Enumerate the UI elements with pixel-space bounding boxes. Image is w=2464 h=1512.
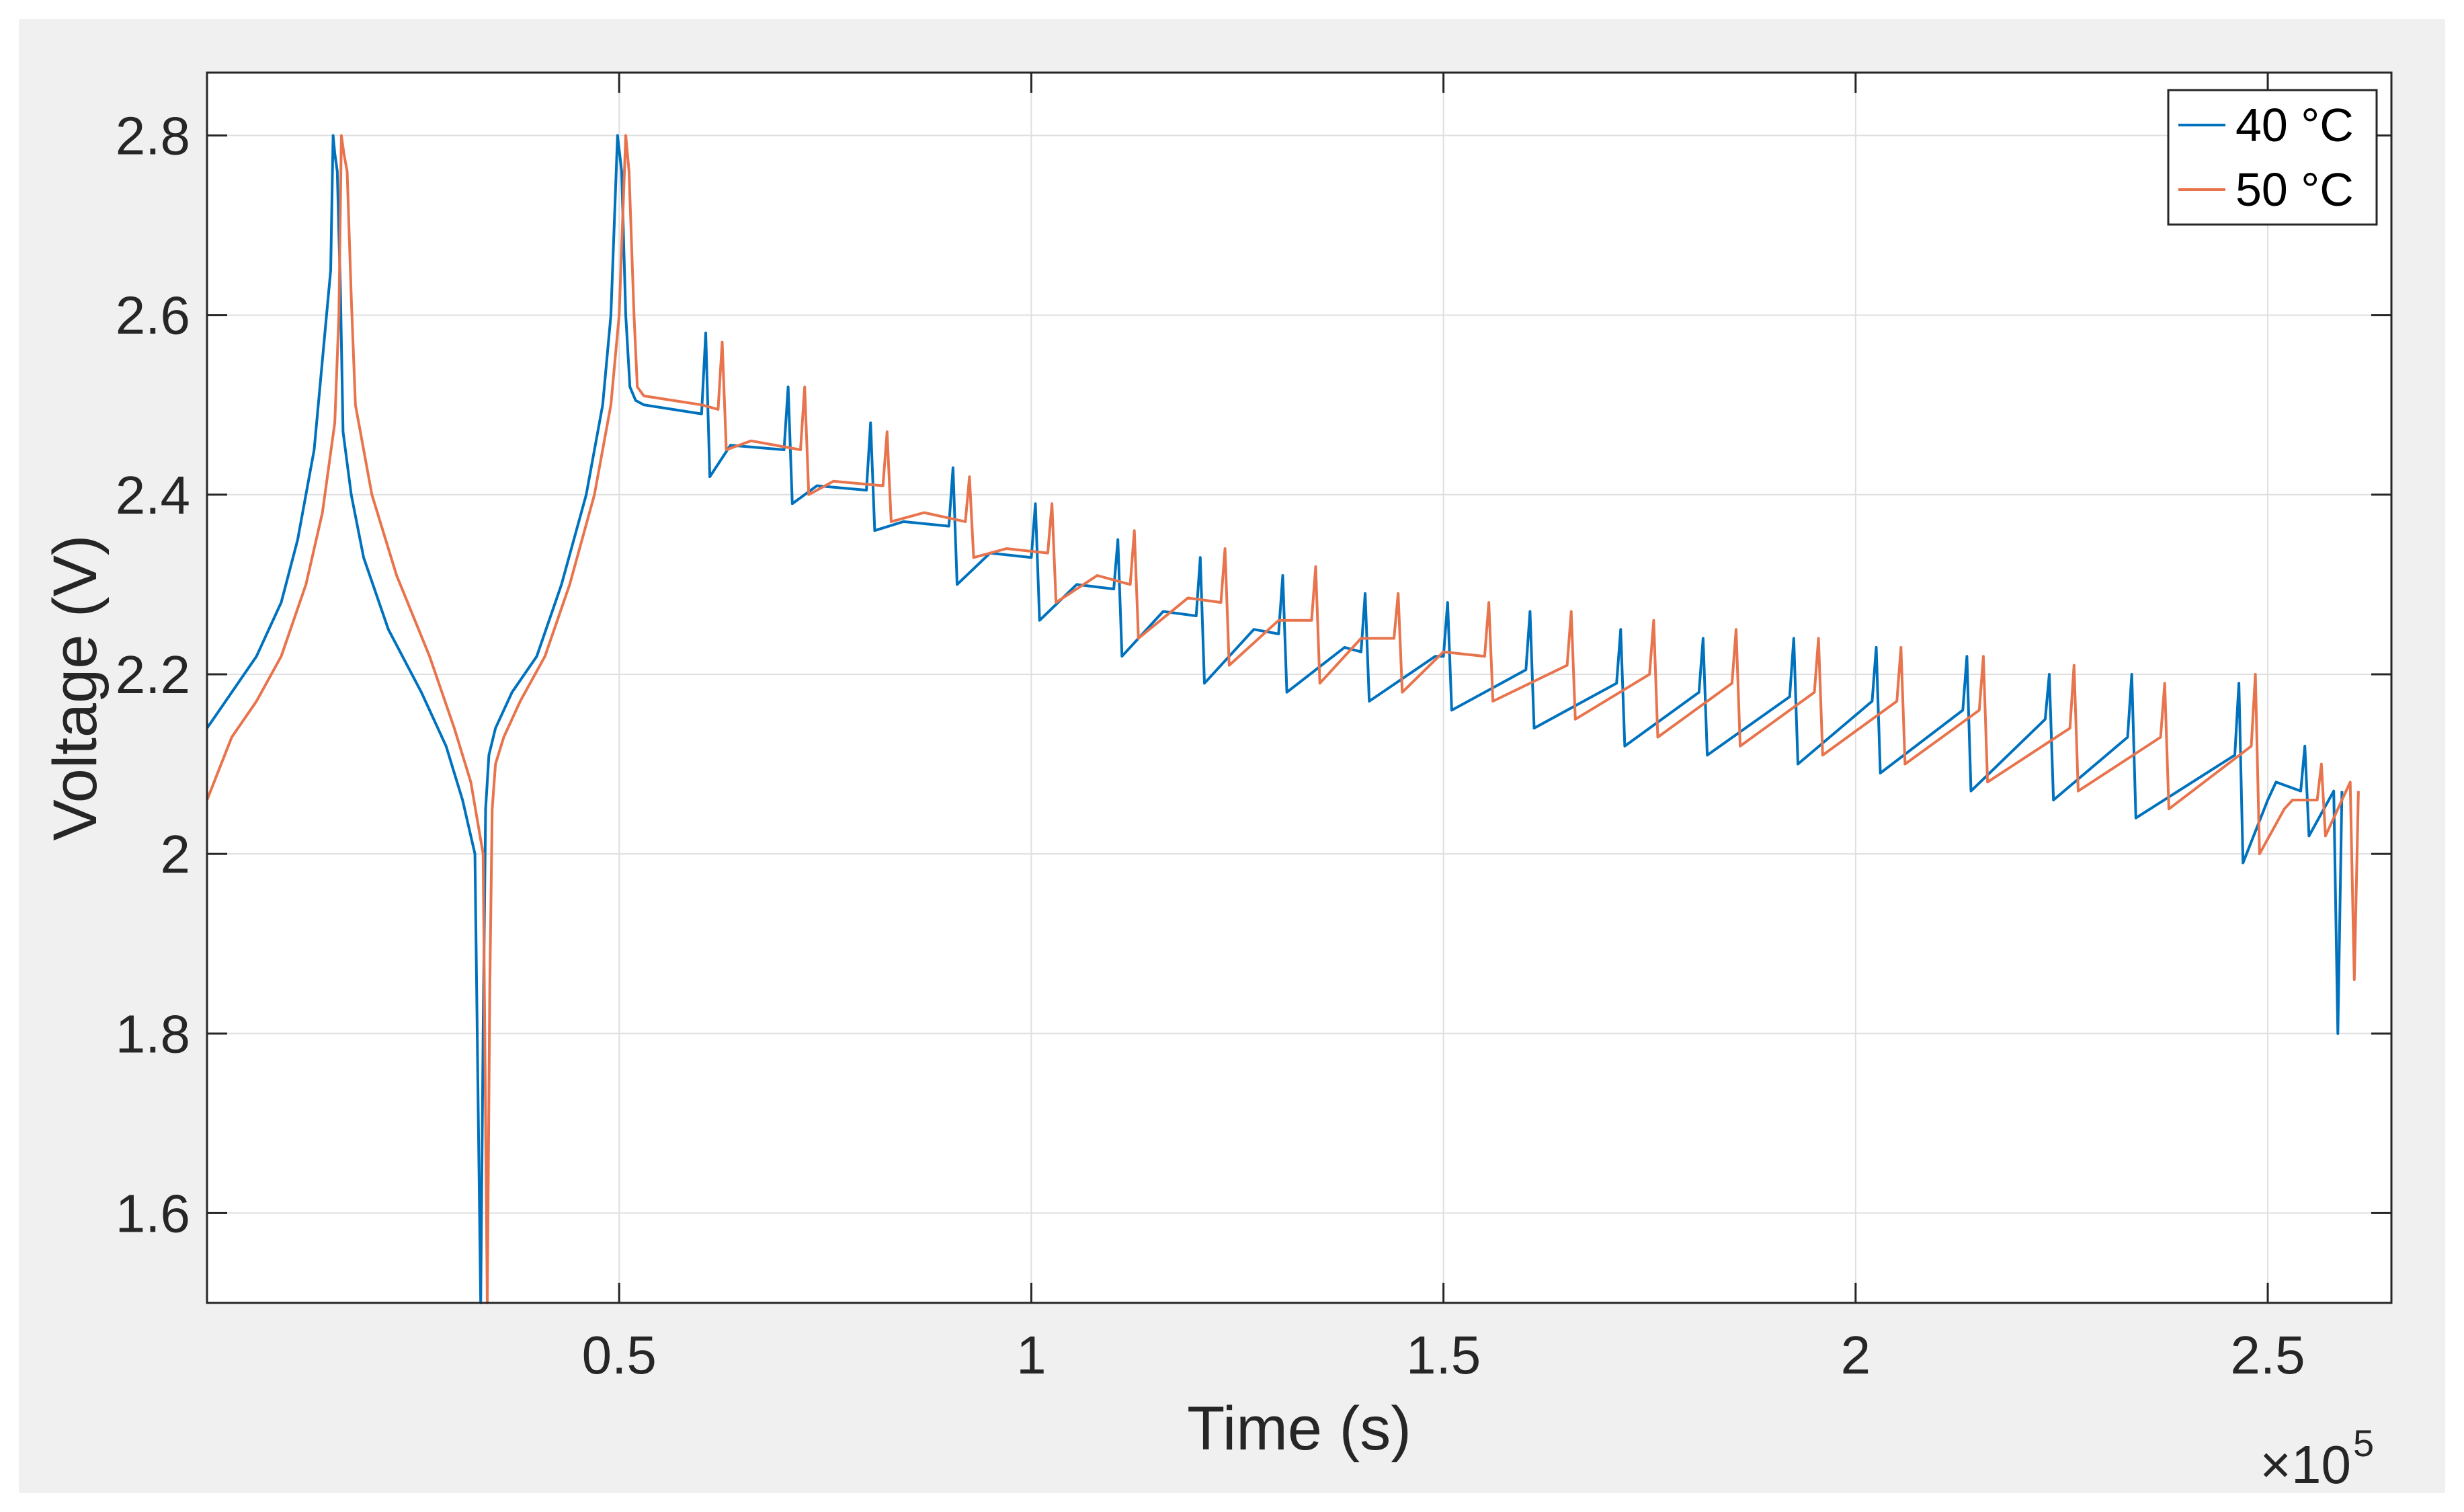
y-tick-label: 2 [161, 824, 191, 884]
y-tick-label: 2.8 [116, 106, 190, 166]
y-tick-label: 2.6 [116, 286, 190, 346]
x-tick-label: 1.5 [1406, 1325, 1481, 1385]
y-tick-label: 1.6 [116, 1183, 190, 1243]
x-tick-label: 1 [1016, 1325, 1046, 1385]
series-layer [206, 134, 2360, 1304]
x-tick-label: 2.5 [2230, 1325, 2305, 1385]
figure-background: 0.5 1 1.5 2 2.5 1.6 1.8 2 2.2 2.4 2.6 2.8 Time (s) … [19, 19, 2445, 1493]
x-exponent-base: ×10 [2260, 1435, 2351, 1493]
tick-labels: 0.5 1 1.5 2 2.5 1.6 1.8 2 2.2 2.4 2.6 2.8 [116, 73, 2391, 1385]
x-axis-label: Time (s) [1187, 1394, 1411, 1463]
series-line-40c [206, 134, 2344, 1304]
y-tick-label: 1.8 [116, 1004, 190, 1064]
legend[interactable]: 40 °C 50 °C [2167, 89, 2378, 226]
voltage-time-chart: 0.5 1 1.5 2 2.51.61.822.22.42.62.8 Time (s) … [41, 71, 2393, 1493]
y-tick-label: 2.2 [116, 645, 190, 705]
legend-box [2167, 89, 2378, 226]
grid [207, 73, 2391, 1303]
y-tick-label: 2.4 [116, 465, 190, 525]
series-line-50c [206, 134, 2360, 1304]
x-exponent-power: 5 [2353, 1422, 2374, 1464]
x-exponent: ×10 5 [2260, 1422, 2374, 1493]
legend-label-40c: 40 °C [2235, 99, 2354, 151]
y-axis-label: Voltage (V) [41, 534, 110, 840]
x-tick-label: 2 [1841, 1325, 1871, 1385]
legend-label-50c: 50 °C [2235, 163, 2354, 216]
x-tick-label: 0.5 [582, 1325, 657, 1385]
plot-frame [206, 71, 2393, 1304]
plot-area [207, 73, 2391, 1303]
